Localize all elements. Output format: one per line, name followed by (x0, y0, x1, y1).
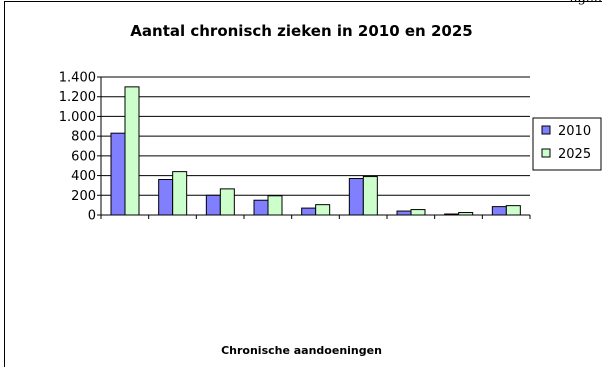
y-tick-label: 600 (71, 149, 96, 164)
bar-2025 (267, 195, 283, 216)
bar-2010 (253, 199, 269, 216)
bar-2010 (444, 213, 460, 216)
y-tick-label: 400 (71, 169, 96, 184)
y-tick-label: 0 (88, 209, 96, 224)
bar-2025 (458, 212, 474, 216)
legend-label-2010: 2010 (558, 124, 591, 139)
bar-2010 (205, 194, 221, 216)
legend-label-2025: 2025 (558, 147, 591, 162)
y-tick-label: 1.000 (59, 110, 96, 125)
bar-2010 (158, 179, 174, 216)
bar-2010 (301, 207, 317, 216)
bar-2010 (396, 210, 412, 216)
bar-2025 (362, 176, 378, 216)
bar-2025 (315, 204, 331, 216)
bar-2010 (491, 206, 507, 216)
bar-2025 (505, 205, 521, 216)
x-axis-label: Chronische aandoeningen (221, 344, 382, 357)
bar-2025 (410, 209, 426, 216)
page-text-fragment: ngen (452, 0, 602, 5)
bar-2025 (124, 86, 140, 216)
bar-2025 (172, 171, 188, 216)
bar-2010 (348, 178, 364, 216)
y-tick-label: 800 (71, 130, 96, 145)
chart-title: Aantal chronisch zieken in 2010 en 2025 (130, 22, 473, 40)
y-tick-label: 1.400 (59, 71, 96, 86)
chart-frame (4, 1, 602, 367)
y-tick-label: 1.200 (59, 90, 96, 105)
bar-2025 (219, 188, 235, 216)
y-tick-label: 200 (71, 189, 96, 204)
bar-2010 (110, 132, 126, 216)
legend-swatch-2010 (541, 125, 551, 135)
legend-swatch-2025 (541, 148, 551, 158)
